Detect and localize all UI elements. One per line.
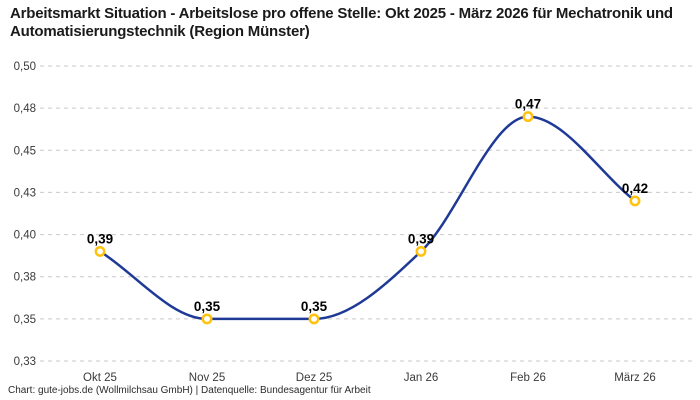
x-axis-tick-label: Okt 25 xyxy=(83,372,117,384)
data-point-marker xyxy=(201,313,213,325)
data-point-label: 0,42 xyxy=(622,181,648,196)
data-point-label: 0,47 xyxy=(515,97,541,112)
data-point-label: 0,39 xyxy=(408,231,434,246)
data-point-marker xyxy=(308,313,320,325)
chart-credit: Chart: gute-jobs.de (Wollmilchsau GmbH) … xyxy=(8,385,371,396)
data-point-marker xyxy=(94,245,106,257)
y-axis-tick-label: 0,40 xyxy=(14,230,36,242)
data-point-label: 0,35 xyxy=(194,299,221,314)
x-axis-tick-label: Dez 25 xyxy=(296,372,332,384)
y-axis-tick-label: 0,35 xyxy=(14,314,36,326)
data-point-label: 0,39 xyxy=(87,231,113,246)
data-point-marker xyxy=(629,195,641,207)
data-point-label: 0,35 xyxy=(301,299,328,314)
x-axis-tick-label: Jan 26 xyxy=(404,372,439,384)
data-point-marker xyxy=(522,111,534,123)
y-axis-tick-label: 0,33 xyxy=(14,356,36,368)
data-point-marker xyxy=(415,245,427,257)
y-axis-tick-label: 0,38 xyxy=(14,272,36,284)
series-line xyxy=(98,115,637,321)
x-axis-tick-label: Feb 26 xyxy=(510,372,546,384)
y-axis-tick-label: 0,45 xyxy=(14,145,36,157)
y-axis-tick-label: 0,43 xyxy=(14,187,36,199)
x-axis-tick-label: März 26 xyxy=(614,372,656,384)
x-axis-tick-label: Nov 25 xyxy=(189,372,225,384)
chart-title: Arbeitsmarkt Situation - Arbeitslose pro… xyxy=(10,5,673,40)
y-axis-tick-label: 0,48 xyxy=(14,103,36,115)
y-axis-tick-label: 0,50 xyxy=(14,61,36,73)
